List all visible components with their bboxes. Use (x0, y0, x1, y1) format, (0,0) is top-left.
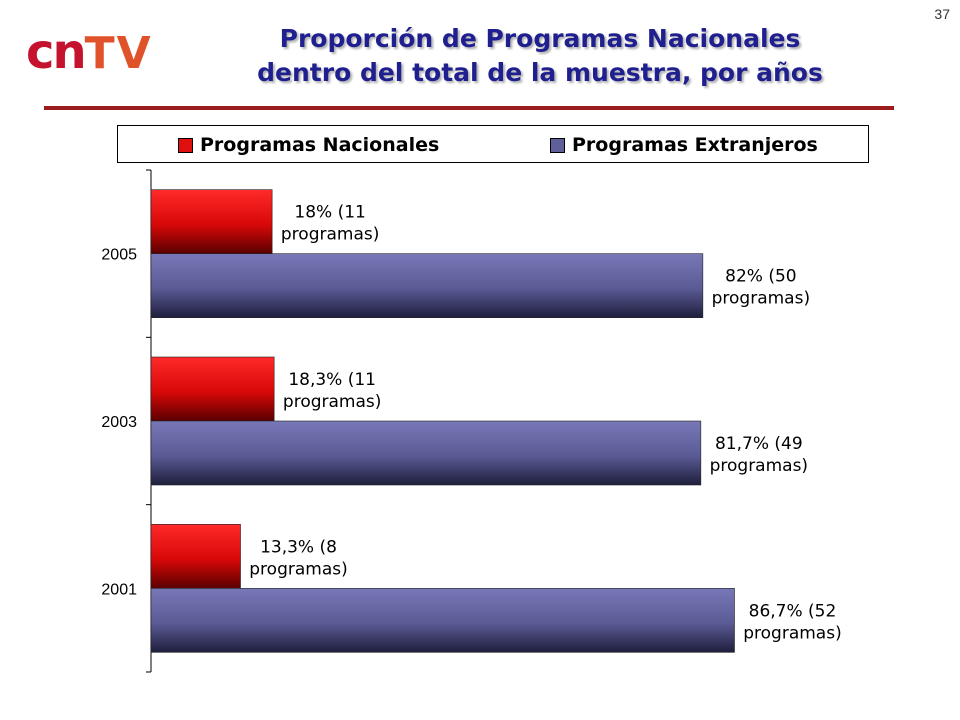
data-label-extranjeros-2003: 81,7% (49 programas) (710, 434, 808, 476)
slide-number: 37 (934, 6, 950, 22)
logo-cn: cn (26, 24, 87, 80)
cntv-logo: cnTV (26, 28, 153, 76)
y-tick-label: 2001 (101, 581, 137, 598)
data-label-extranjeros-2001: 86,7% (52 programas) (743, 601, 841, 643)
bar-nacionales-2005 (150, 189, 273, 254)
bar-extranjeros-2005 (150, 253, 704, 318)
legend-swatch-extranjeros (550, 137, 565, 153)
y-tick-label: 2005 (101, 247, 137, 264)
bar-extranjeros-2001 (150, 588, 735, 653)
data-label-nacionales-2005: 18% (11 programas) (281, 203, 379, 245)
legend-label-nacionales: Programas Nacionales (200, 134, 440, 156)
bar-nacionales-2001 (150, 524, 241, 589)
chart-legend: Programas Nacionales Programas Extranjer… (117, 125, 869, 163)
title-line-1: Proporción de Programas Nacionales (279, 24, 801, 53)
legend-item-extranjeros: Programas Extranjeros (550, 134, 818, 156)
data-label-nacionales-2001: 13,3% (8 programas) (249, 537, 347, 579)
bar-nacionales-2003 (150, 356, 275, 422)
legend-label-extranjeros: Programas Extranjeros (572, 134, 818, 156)
logo-tv: TV (84, 28, 153, 79)
title-line-2: dentro del total de la muestra, por años (257, 58, 823, 87)
legend-swatch-nacionales (178, 137, 193, 153)
chart-title: Proporción de Programas Nacionales dentr… (240, 22, 840, 90)
bar-extranjeros-2003 (150, 420, 702, 486)
data-label-extranjeros-2005: 82% (50 programas) (712, 267, 810, 309)
data-label-nacionales-2003: 18,3% (11 programas) (283, 370, 381, 412)
legend-item-nacionales: Programas Nacionales (178, 134, 439, 156)
y-tick-label: 2003 (101, 414, 137, 431)
title-divider (44, 106, 894, 110)
